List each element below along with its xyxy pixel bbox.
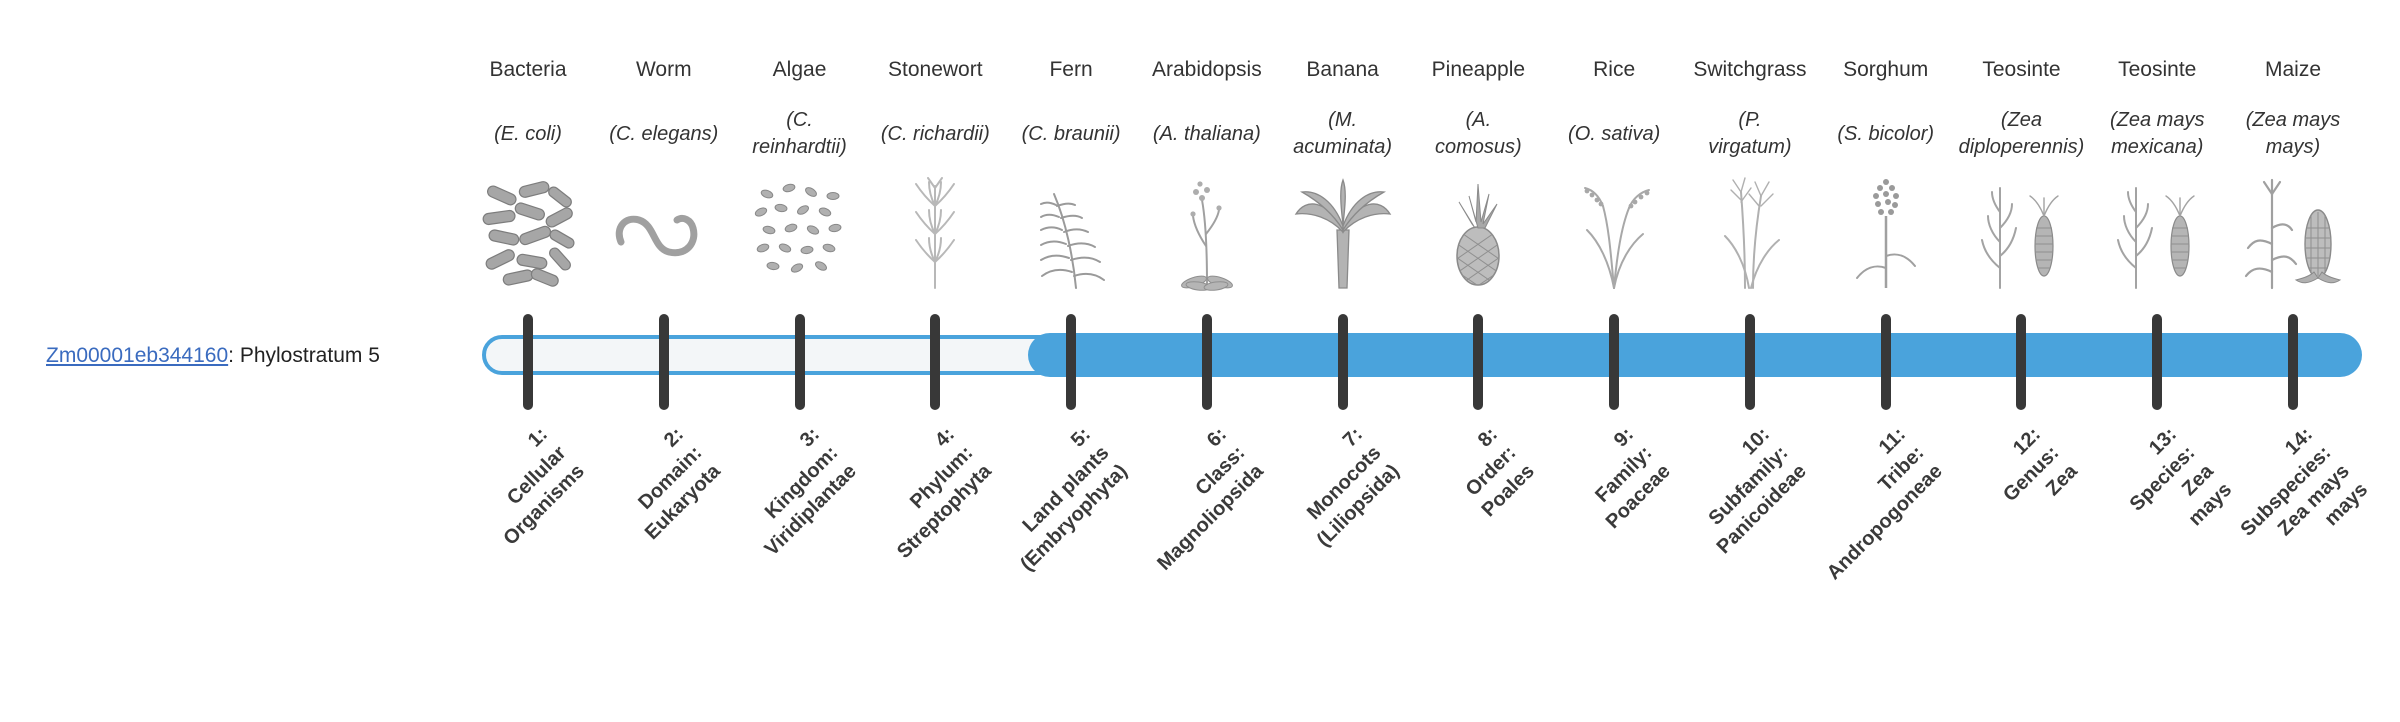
organism-sci-line: (Zea [2000, 109, 2043, 131]
stratum-tick [930, 314, 941, 410]
organism-sci-line: (S. bicolor) [1837, 122, 1935, 145]
organism-sci-name: (C. elegans) [579, 102, 749, 166]
sorghum-icon [1831, 172, 1941, 292]
organism-sci-name: (A. thaliana) [1122, 102, 1292, 166]
organism-column: Switchgrass (P. virgatum) 10: Subfamily: Pan… [1665, 0, 1835, 580]
banana-icon [1288, 172, 1398, 292]
organism-common-name: Rice [1593, 58, 1636, 81]
organism-sci-line: (C. richardii) [880, 122, 990, 145]
stratum-tick [1337, 314, 1348, 410]
organism-common-name: Pineapple [1431, 58, 1526, 81]
organism-sci-line: (A. thaliana) [1152, 122, 1261, 145]
organism-sci-name: (Zea mays mexicana) [2072, 102, 2242, 166]
organism-sci-name: (M. acuminata) [1258, 102, 1428, 166]
organism-sci-line: acuminata) [1293, 136, 1393, 158]
gene-label: Zm00001eb344160: Phylostratum 5 [46, 344, 380, 368]
stratum-tick [2016, 314, 2027, 410]
teosinte-icon [2102, 172, 2212, 292]
organism-common-name: Teosinte [1982, 58, 2061, 81]
organism-common-name: Banana [1306, 58, 1379, 81]
bacteria-icon [473, 172, 583, 292]
organism-column: Arabidopsis (A. thaliana) 6: Class: Magnoli… [1122, 0, 1292, 580]
organism-column: Rice (O. sativa) 9: Family: Poaceae [1529, 0, 1699, 580]
organism-sci-line: (O. sativa) [1568, 122, 1661, 145]
organism-column: Teosinte (Zea diploperennis) 12: Genus: Zea [1936, 0, 2106, 580]
teosinte-icon [1966, 172, 2076, 292]
stonewort-icon [880, 172, 990, 292]
organism-sci-line: (C. elegans) [609, 122, 719, 145]
organism-column: Algae (C. reinhardtii) 3: Kingdom: Viridipla… [715, 0, 885, 580]
organism-sci-name: (S. bicolor) [1801, 102, 1971, 166]
stratum-tick [658, 314, 669, 410]
organism-sci-name: (Zea mays mays) [2208, 102, 2378, 166]
gene-link[interactable]: Zm00001eb344160 [46, 344, 229, 367]
organism-column: Maize (Zea mays mays) 14: Subspecies: Zea ma… [2208, 0, 2378, 580]
organism-sci-name: (P. virgatum) [1665, 102, 1835, 166]
phylostrata-diagram: Zm00001eb344160: Phylostratum 5 Bacteria… [46, 0, 2378, 584]
rice-icon [1559, 172, 1669, 292]
organism-sci-line: diploperennis) [1958, 136, 2085, 158]
organism-sci-name: (C. braunii) [986, 102, 1156, 166]
pineapple-icon [1423, 172, 1533, 292]
organism-sci-line: (A. [1465, 109, 1492, 131]
organism-sci-line: (Zea mays [2110, 109, 2205, 131]
stratum-tick [1609, 314, 1620, 410]
organism-columns: Bacteria (E. coli) 1: Cellular Organisms Wor… [443, 0, 2378, 584]
organism-common-name: Bacteria [489, 58, 567, 81]
algae-icon [745, 172, 855, 292]
organism-sci-line: reinhardtii) [752, 136, 847, 158]
organism-sci-name: (E. coli) [443, 102, 613, 166]
organism-column: Stonewort (C. richardii) 4: Phylum: Strepto… [850, 0, 1020, 580]
organism-common-name: Sorghum [1843, 58, 1929, 81]
organism-common-name: Algae [772, 58, 827, 81]
organism-sci-line: (P. [1738, 109, 1762, 131]
arabidopsis-icon [1152, 172, 1262, 292]
organism-common-name: Stonewort [888, 58, 983, 81]
stratum-tick [1744, 314, 1755, 410]
organism-sci-line: (M. [1328, 109, 1358, 131]
stratum-tick [2152, 314, 2163, 410]
organism-column: Sorghum (S. bicolor) 11: Tribe: Andropogone… [1801, 0, 1971, 584]
organism-column: Worm (C. elegans) 2: Domain: Eukaryota [579, 0, 749, 580]
fern-icon [1016, 172, 1126, 292]
organism-common-name: Arabidopsis [1151, 58, 1262, 81]
organism-column: Teosinte (Zea mays mexicana) 13: Species: Ze… [2072, 0, 2242, 580]
worm-icon [609, 172, 719, 292]
organism-sci-line: (Zea mays [2245, 109, 2341, 131]
organism-column: Pineapple (A. comosus) 8: Order: Poales [1393, 0, 1563, 580]
organism-column: Banana (M. acuminata) 7: Monocots (Liliopsid… [1258, 0, 1428, 580]
organism-sci-line: (C. [786, 109, 813, 131]
stratum-tick [1880, 314, 1891, 410]
stratum-tick [523, 314, 533, 410]
organism-sci-name: (A. comosus) [1393, 102, 1563, 166]
switchgrass-icon [1695, 172, 1805, 292]
organism-sci-name: (C. reinhardtii) [715, 102, 885, 166]
stratum-tick [794, 314, 805, 410]
stratum-tick [1066, 314, 1077, 410]
gene-phylostratum-text: : Phylostratum 5 [228, 344, 380, 367]
organism-common-name: Maize [2264, 58, 2322, 81]
stratum-tick [2288, 314, 2298, 410]
organism-sci-name: (O. sativa) [1529, 102, 1699, 166]
organism-common-name: Switchgrass [1693, 58, 1807, 81]
maize-icon [2238, 172, 2348, 292]
organism-sci-name: (Zea diploperennis) [1936, 102, 2106, 166]
organism-common-name: Teosinte [2118, 58, 2197, 81]
organism-sci-line: mays) [2265, 136, 2321, 158]
organism-sci-name: (C. richardii) [850, 102, 1020, 166]
organism-column: Bacteria (E. coli) 1: Cellular Organisms [443, 0, 613, 580]
organism-sci-line: virgatum) [1708, 136, 1792, 158]
organism-common-name: Worm [635, 58, 692, 81]
organism-sci-line: (E. coli) [494, 122, 562, 145]
organism-common-name: Fern [1049, 58, 1093, 81]
organism-sci-line: comosus) [1435, 136, 1522, 158]
timeline-bar-fill [1028, 333, 2362, 377]
organism-sci-line: (C. braunii) [1021, 122, 1121, 145]
stratum-tick [1473, 314, 1484, 410]
stratum-tick [1201, 314, 1212, 410]
organism-column: Fern (C. braunii) 5: Land plants (Embryophy… [986, 0, 1156, 580]
organism-sci-line: mexicana) [2111, 136, 2204, 158]
